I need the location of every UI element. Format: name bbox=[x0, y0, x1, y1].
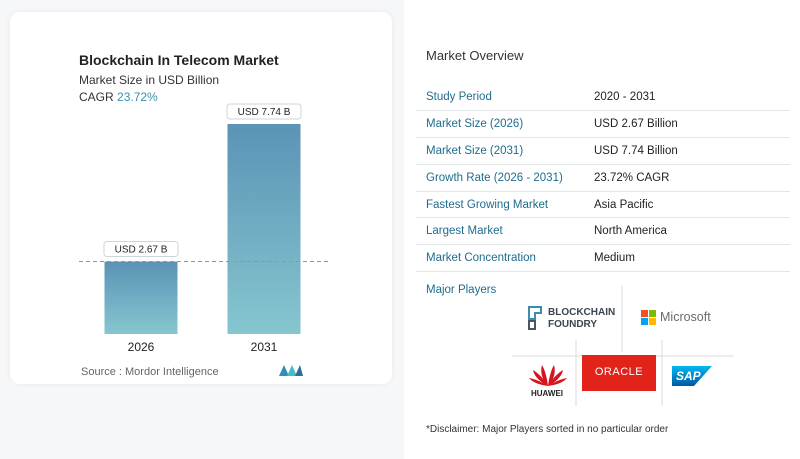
data-label: USD 2.67 B bbox=[115, 245, 168, 256]
data-label-box bbox=[103, 241, 179, 258]
overview-key: Market Size (2031) bbox=[416, 137, 594, 165]
chart-card bbox=[10, 12, 392, 384]
category-label: 2026 bbox=[128, 340, 155, 354]
overview-key: Market Concentration bbox=[416, 244, 594, 273]
market-overview-table: Study Period 2020 - 2031 Market Size (2026… bbox=[416, 84, 790, 273]
overview-value: Asia Pacific bbox=[594, 191, 790, 219]
market-overview-title: Market Overview bbox=[426, 48, 524, 63]
blockchain-foundry-icon bbox=[528, 306, 542, 330]
overview-row: Fastest Growing Market Asia Pacific bbox=[416, 191, 790, 219]
major-players-title: Major Players bbox=[426, 284, 497, 296]
overview-row: Market Concentration Medium bbox=[416, 244, 790, 273]
blockchain-foundry-logo: BLOCKCHAIN FOUNDRY bbox=[548, 307, 615, 331]
microsoft-icon bbox=[641, 310, 656, 325]
cagr-line: CAGR 23.72% bbox=[79, 90, 158, 104]
bar-chart: USD 2.67 B 2026 USD 7.74 B 2031 bbox=[79, 103, 328, 354]
overview-key: Market Size (2026) bbox=[416, 110, 594, 139]
overview-row: Largest Market North America bbox=[416, 217, 790, 246]
oracle-logo: ORACLE bbox=[594, 366, 644, 378]
overview-value: USD 2.67 Billion bbox=[594, 110, 790, 139]
cagr-value: 23.72% bbox=[117, 90, 158, 104]
overview-row: Study Period 2020 - 2031 bbox=[416, 84, 790, 112]
overview-row: Growth Rate (2026 - 2031) 23.72% CAGR bbox=[416, 164, 790, 192]
cagr-label: CAGR bbox=[79, 90, 114, 104]
sap-logo: SAP bbox=[676, 369, 701, 383]
disclaimer-note: *Disclaimer: Major Players sorted in no … bbox=[426, 424, 669, 435]
bar-2026 bbox=[104, 261, 178, 334]
overview-value: USD 7.74 Billion bbox=[594, 137, 790, 165]
chart-subtitle: Market Size in USD Billion bbox=[79, 73, 220, 87]
microsoft-logo: Microsoft bbox=[660, 310, 711, 324]
chart-title: Blockchain In Telecom Market bbox=[79, 52, 279, 68]
overview-key: Study Period bbox=[416, 84, 594, 112]
overview-key: Fastest Growing Market bbox=[416, 191, 594, 219]
overview-row: Market Size (2026) USD 2.67 Billion bbox=[416, 110, 790, 139]
overview-key: Largest Market bbox=[416, 217, 594, 246]
huawei-icon bbox=[529, 365, 567, 386]
data-label: USD 7.74 B bbox=[238, 107, 291, 118]
mordor-intelligence-logo-icon bbox=[279, 365, 303, 376]
overview-key: Growth Rate (2026 - 2031) bbox=[416, 164, 594, 192]
overview-row: Market Size (2031) USD 7.74 Billion bbox=[416, 137, 790, 165]
source-note: Source : Mordor Intelligence bbox=[81, 366, 219, 378]
huawei-logo: HUAWEI bbox=[531, 389, 563, 398]
overview-value: Medium bbox=[594, 244, 790, 273]
overview-value: North America bbox=[594, 217, 790, 246]
data-label-box bbox=[226, 103, 302, 120]
blockchain-foundry-line1: BLOCKCHAIN bbox=[548, 307, 616, 318]
oracle-logo-box bbox=[582, 355, 656, 391]
sap-icon bbox=[672, 366, 712, 386]
overview-value: 2020 - 2031 bbox=[594, 84, 790, 112]
overview-value: 23.72% CAGR bbox=[594, 164, 790, 192]
category-label: 2031 bbox=[251, 340, 278, 354]
blockchain-foundry-line2: FOUNDRY bbox=[548, 319, 598, 330]
bar-2031 bbox=[227, 124, 301, 334]
